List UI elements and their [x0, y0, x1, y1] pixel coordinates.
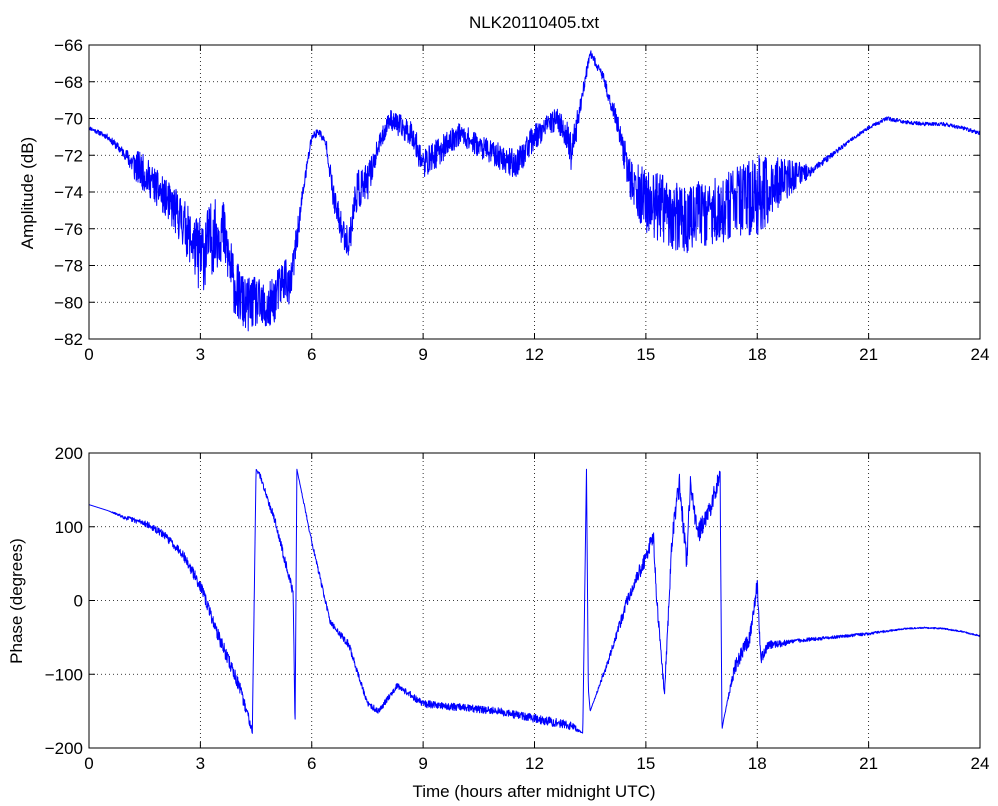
phase-x-tick-label: 18 — [748, 754, 767, 773]
phase-x-tick-label: 0 — [84, 754, 93, 773]
phase-y-axis-label: Phase (degrees) — [7, 538, 26, 664]
phase-x-tick-label: 24 — [971, 754, 990, 773]
amplitude-y-tick-label: −72 — [54, 146, 83, 165]
phase-x-tick-label: 15 — [636, 754, 655, 773]
figure-title: NLK20110405.txt — [469, 13, 599, 32]
amplitude-y-tick-label: −70 — [54, 110, 83, 129]
amplitude-y-tick-label: −82 — [54, 330, 83, 349]
amplitude-x-tick-label: 24 — [971, 345, 990, 364]
amplitude-x-tick-label: 15 — [636, 345, 655, 364]
amplitude-y-tick-label: −68 — [54, 73, 83, 92]
amplitude-y-tick-label: −66 — [54, 36, 83, 55]
amplitude-y-tick-label: −74 — [54, 183, 83, 202]
amplitude-x-tick-label: 21 — [859, 345, 878, 364]
phase-x-tick-label: 21 — [859, 754, 878, 773]
phase-y-tick-label: 100 — [55, 518, 83, 537]
phase-x-tick-label: 6 — [307, 754, 316, 773]
amplitude-y-axis-label: Amplitude (dB) — [18, 137, 37, 249]
phase-y-tick-label: −200 — [45, 739, 83, 758]
amplitude-x-tick-label: 12 — [525, 345, 544, 364]
amplitude-x-tick-label: 9 — [418, 345, 427, 364]
amplitude-x-tick-label: 6 — [307, 345, 316, 364]
amplitude-panel: 0 3 6 9 12 15 18 21 24 −82 −80 −78 −76 −74 −72 −70 −68 −6… — [54, 36, 989, 364]
phase-y-tick-label: 0 — [74, 592, 83, 611]
phase-y-tick-label: −100 — [45, 665, 83, 684]
phase-x-tick-label: 9 — [418, 754, 427, 773]
amplitude-x-tick-label: 18 — [748, 345, 767, 364]
amplitude-y-tick-label: −76 — [54, 220, 83, 239]
phase-x-tick-label: 3 — [196, 754, 205, 773]
phase-x-tick-label: 12 — [525, 754, 544, 773]
phase-series-line — [88, 468, 981, 734]
amplitude-series-line — [88, 50, 981, 332]
amplitude-y-tick-label: −78 — [54, 257, 83, 276]
amplitude-y-tick-label: −80 — [54, 293, 83, 312]
x-axis-label: Time (hours after midnight UTC) — [412, 782, 655, 801]
phase-y-tick-label: 200 — [55, 444, 83, 463]
amplitude-x-tick-label: 3 — [196, 345, 205, 364]
phase-panel: 0 3 6 9 12 15 18 21 24 −200 −100 0 100 200 — [45, 444, 990, 773]
amplitude-x-tick-label: 0 — [84, 345, 93, 364]
